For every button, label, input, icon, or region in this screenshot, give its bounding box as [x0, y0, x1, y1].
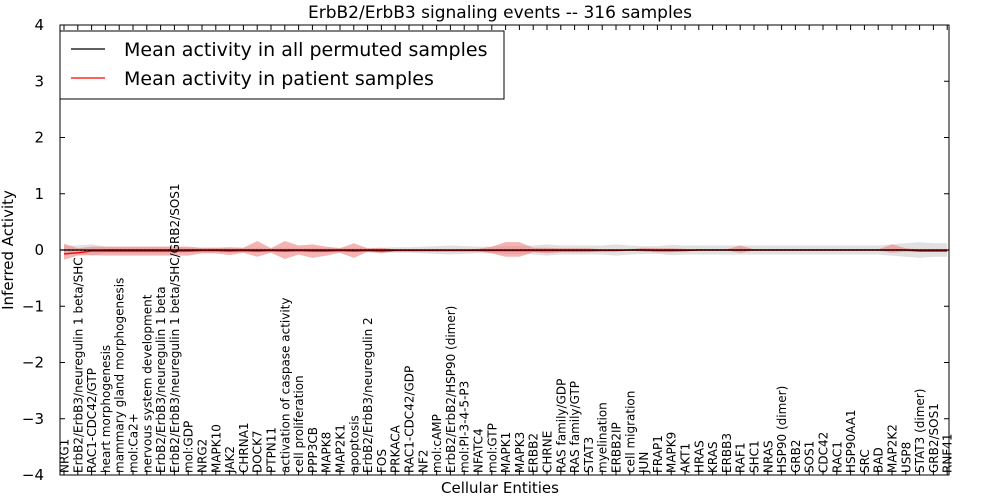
category-label: cell proliferation: [292, 375, 306, 473]
category-label: RAF1: [734, 442, 748, 473]
category-label: RAS family/GDP: [554, 379, 568, 473]
y-tick-label: −1: [22, 297, 44, 315]
category-label: mol:PI-3-4-5-P3: [458, 381, 472, 473]
category-label: KRAS: [706, 441, 720, 473]
category-label: RAC1-CDC42/GTP: [85, 368, 99, 473]
category-label: RAC1-CDC42/GDP: [403, 366, 417, 473]
category-label: SRC: [858, 449, 872, 473]
category-label: FOS: [375, 449, 389, 473]
category-label: HSP90AA1: [844, 409, 858, 473]
legend-box: [59, 30, 505, 100]
legend-label-patient: Mean activity in patient samples: [124, 68, 434, 90]
category-label: GRB2/SOS1: [927, 403, 941, 473]
category-label: MAPK10: [209, 424, 223, 473]
category-label: MAPK9: [665, 432, 679, 473]
category-label: RNF41: [941, 434, 955, 474]
category-label: RAS family/GTP: [568, 381, 582, 473]
category-label: ERBB3: [720, 433, 734, 473]
category-label: NRAS: [761, 440, 775, 473]
category-label: mol:cAMP: [430, 414, 444, 473]
x-axis: [63, 25, 948, 475]
category-label: GRB2: [789, 439, 803, 473]
legend-label-permuted: Mean activity in all permuted samples: [124, 39, 487, 61]
category-label: MAP2K1: [334, 424, 348, 473]
y-axis: 4 3 2 1 0 −1 −2 −3 −4: [22, 16, 949, 484]
category-label: RAC1: [830, 441, 844, 473]
y-tick-label: −4: [22, 466, 44, 484]
category-label: MAP2K2: [886, 424, 900, 473]
category-label: BAD: [872, 447, 886, 473]
category-label: mol:GTP: [485, 423, 499, 473]
y-tick-label: −3: [22, 410, 44, 428]
y-tick-label: 3: [34, 72, 44, 90]
category-label: MAPK3: [513, 432, 527, 473]
category-label: ERBB2: [527, 433, 541, 473]
category-label: ErbB2/ErbB3/neuregulin 1 beta/SHC/GRB2/S…: [168, 183, 182, 473]
category-label: USP8: [899, 442, 913, 473]
category-label: mol:Ca2+: [127, 413, 141, 473]
y-tick-label: 4: [34, 16, 44, 34]
category-label: PRKACA: [389, 424, 403, 473]
category-label: PTPN11: [265, 427, 279, 473]
legend: Mean activity in all permuted samples Me…: [59, 30, 505, 100]
category-label: mol:GDP: [182, 421, 196, 473]
y-tick-label: −2: [22, 354, 44, 372]
y-tick-label: 2: [34, 129, 44, 147]
category-label: AKT1: [679, 443, 693, 473]
category-label: JUN: [637, 452, 651, 474]
category-label: ERBB2IP: [610, 422, 624, 473]
category-label: heart morphogenesis: [99, 345, 113, 473]
chart-title: ErbB2/ErbB3 signaling events -- 316 samp…: [308, 3, 692, 23]
category-label: apoptosis: [347, 415, 361, 473]
category-label: CDC42: [817, 432, 831, 473]
category-label: MAPK8: [320, 432, 334, 473]
category-label: myelination: [596, 402, 610, 473]
category-label: PPP3CB: [306, 427, 320, 473]
category-label: FRAP1: [651, 435, 665, 473]
category-label: NRG2: [196, 439, 210, 473]
category-label: ErbB2/ErbB3/neuregulin 1 beta: [154, 286, 168, 473]
category-label: JAK2: [223, 446, 237, 474]
category-label: SHC1: [748, 440, 762, 473]
category-label: ErbB2/ErbB3/neuregulin 2: [361, 317, 375, 473]
category-label: activation of caspase activity: [278, 298, 292, 473]
category-label: ErbB2/ErbB3/neuregulin 1 beta/SHC: [71, 257, 85, 473]
y-tick-label: 1: [34, 185, 44, 203]
category-label: ErbB2/ErbB2/HSP90 (dimer): [444, 306, 458, 473]
category-label: STAT3 (dimer): [913, 389, 927, 473]
category-label: NRG1: [58, 439, 72, 473]
category-label: cell migration: [623, 391, 637, 473]
category-label: CHRNE: [541, 431, 555, 473]
category-label: NF2: [416, 449, 430, 473]
category-label: HRAS: [692, 440, 706, 473]
category-label: nervous system development: [140, 294, 154, 473]
category-label: CHRNA1: [237, 422, 251, 473]
y-tick-label: 0: [34, 241, 44, 259]
category-label: HSP90 (dimer): [775, 386, 789, 473]
category-label: SOS1: [803, 441, 817, 473]
category-label: NFATC4: [472, 428, 486, 473]
category-label: DOCK7: [251, 430, 265, 473]
category-label: STAT3: [582, 437, 596, 473]
x-axis-label: Cellular Entities: [441, 479, 559, 497]
category-label: MAPK1: [499, 432, 513, 473]
category-label: mammary gland morphogenesis: [113, 278, 127, 473]
category-labels: NRG1 ErbB2/ErbB3/neuregulin 1 beta/SHC RAC…: [58, 183, 955, 474]
y-axis-label: Inferred Activity: [0, 190, 17, 310]
